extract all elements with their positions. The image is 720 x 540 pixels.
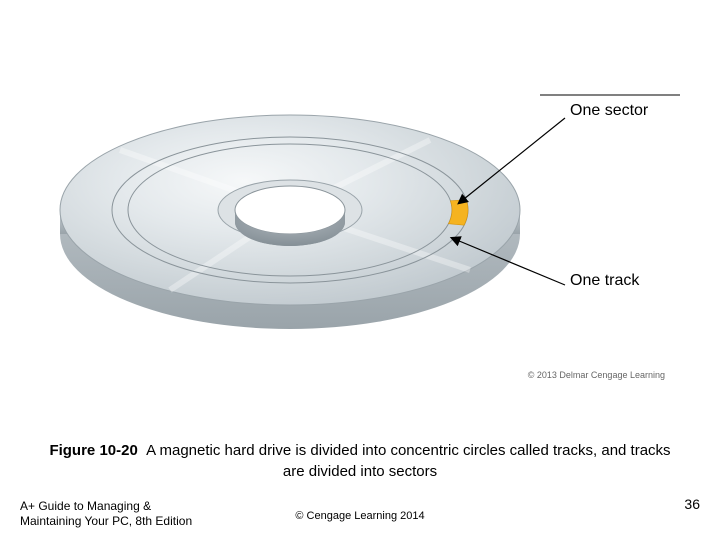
disk-svg <box>0 0 720 430</box>
image-credit: © 2013 Delmar Cengage Learning <box>528 370 665 380</box>
disk-diagram: One sector One track © 2013 Delmar Cenga… <box>0 0 720 430</box>
label-one-track: One track <box>570 272 639 290</box>
hub-hole-top <box>235 186 345 234</box>
figure-caption: Figure 10-20 A magnetic hard drive is di… <box>40 440 680 482</box>
figure-caption-text: A magnetic hard drive is divided into co… <box>146 442 670 480</box>
page-number: 36 <box>684 496 700 512</box>
figure-number: Figure 10-20 <box>49 442 137 459</box>
footer-copyright: © Cengage Learning 2014 <box>0 510 720 522</box>
label-one-sector: One sector <box>570 102 648 120</box>
